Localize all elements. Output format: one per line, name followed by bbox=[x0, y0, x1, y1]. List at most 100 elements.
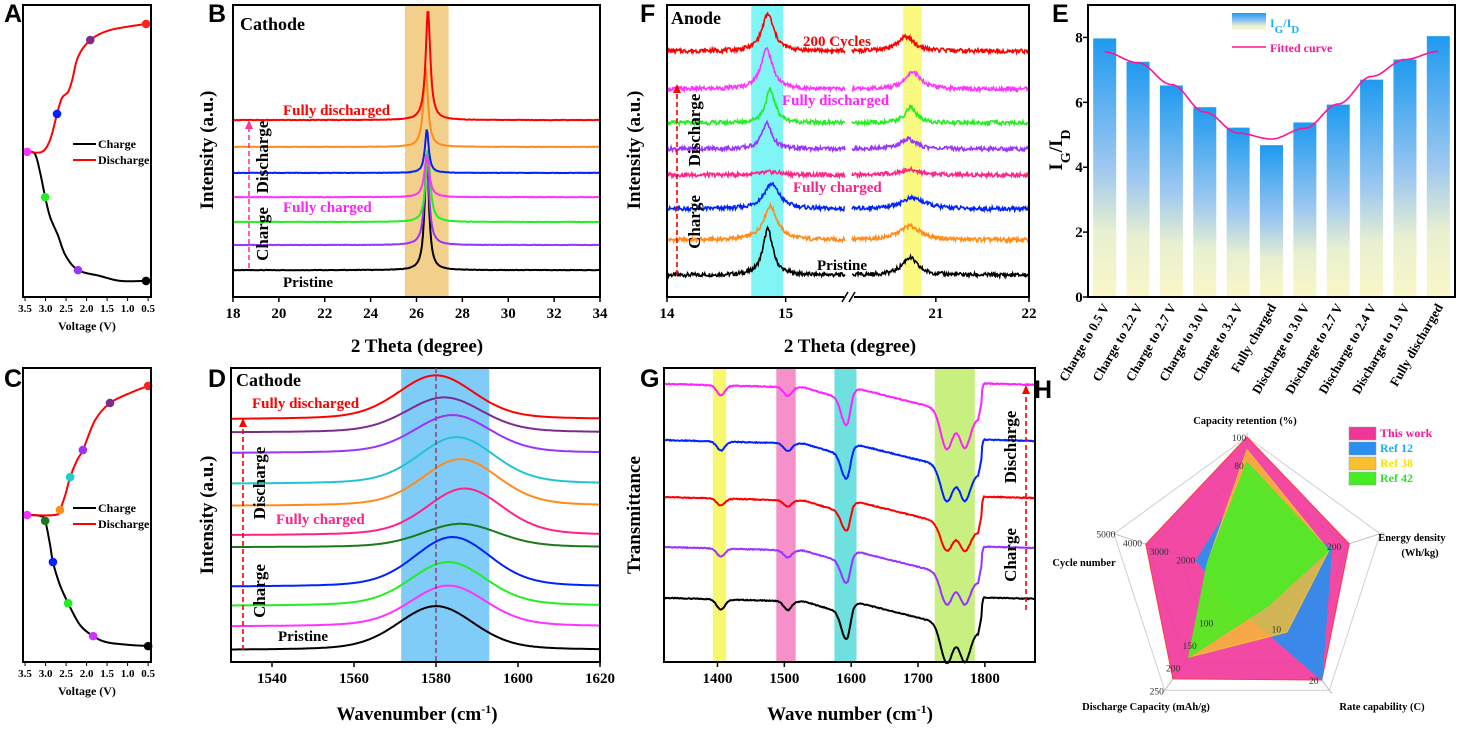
x-tick-label: 0.5 bbox=[141, 303, 155, 315]
y-axis-label-part: D bbox=[1059, 129, 1074, 139]
state-marker bbox=[55, 505, 65, 515]
x-axis-label-part: Wave number (cm bbox=[767, 704, 917, 725]
plot-frame bbox=[230, 367, 601, 663]
spectrum-curve bbox=[231, 605, 600, 651]
y-axis-label: IG/ID bbox=[1046, 129, 1074, 170]
spectrum-curve bbox=[851, 136, 1030, 153]
highlight-band bbox=[834, 368, 857, 662]
curve-annotation: Fully charged bbox=[276, 512, 365, 528]
radar-tick-label: 2000 bbox=[1176, 557, 1195, 567]
bar bbox=[1193, 107, 1217, 297]
x-axis-label-part: Wavenumber (cm bbox=[336, 704, 481, 725]
legend-label-bar: IG/ID bbox=[1270, 16, 1299, 36]
state-marker bbox=[105, 398, 115, 408]
legend-label: Charge bbox=[98, 501, 137, 515]
spectrum-curve bbox=[233, 153, 601, 199]
curve-annotation: Fully charged bbox=[793, 180, 882, 196]
radar-tick-label: 100 bbox=[1199, 619, 1214, 629]
direction-arrow-head bbox=[673, 84, 681, 93]
spectrum-curve bbox=[231, 396, 600, 434]
direction-label-charge: Charge bbox=[685, 195, 704, 249]
curve-annotation: Pristine bbox=[817, 258, 867, 274]
x-axis-label-part: ) bbox=[491, 704, 497, 725]
legend-label-part: /I bbox=[1282, 16, 1291, 30]
legend-label: Ref 42 bbox=[1380, 471, 1413, 485]
x-tick-label: 2.0 bbox=[80, 668, 94, 680]
panel-label-h: H bbox=[1034, 376, 1052, 404]
panel-label-f: F bbox=[640, 0, 655, 28]
radar-tick-label: 100 bbox=[1232, 434, 1247, 444]
spectrum-curve bbox=[851, 33, 1030, 56]
spectrum-curve bbox=[232, 154, 601, 272]
legend-label-part: D bbox=[1291, 24, 1299, 36]
legend-label: Discharge bbox=[98, 153, 150, 167]
radar-tick-label: 5000 bbox=[1096, 531, 1115, 541]
radar-axis-label: Cycle number bbox=[1052, 558, 1116, 569]
x-tick-label: 18 bbox=[226, 306, 241, 322]
x-tick-label: 1400 bbox=[702, 671, 732, 687]
radar-grid-ring bbox=[1113, 436, 1381, 691]
curve-annotation: Pristine bbox=[283, 275, 333, 291]
x-axis-label-part: -1 bbox=[917, 702, 927, 716]
x-tick-label: 22 bbox=[317, 306, 332, 322]
curve-charge bbox=[27, 514, 149, 648]
x-tick-label: 1.5 bbox=[100, 668, 114, 680]
bar bbox=[1226, 127, 1250, 297]
spectrum-curve bbox=[663, 596, 1036, 665]
direction-label-discharge: Discharge bbox=[253, 120, 272, 193]
y-tick-label: 0 bbox=[1075, 290, 1083, 306]
radar-axis-label: Energy density bbox=[1378, 533, 1446, 544]
x-tick-label: 1.0 bbox=[121, 668, 135, 680]
spectrum-curve bbox=[232, 129, 601, 175]
spectrum-curve bbox=[663, 437, 1036, 503]
x-tick-label: 30 bbox=[501, 306, 516, 322]
spectrum-curve bbox=[666, 168, 846, 180]
x-axis-label-part: ) bbox=[927, 704, 933, 725]
x-axis-label: Voltage (V) bbox=[58, 684, 116, 698]
spectrum-curve bbox=[666, 87, 846, 128]
legend-label: This work bbox=[1380, 426, 1433, 440]
legend-label-line: Fitted curve bbox=[1270, 41, 1333, 55]
x-tick-label: 1500 bbox=[769, 671, 799, 687]
x-tick-label: 0.5 bbox=[141, 668, 155, 680]
spectrum-curve bbox=[663, 545, 1035, 606]
radar-axis-label: Rate capability (C) bbox=[1339, 702, 1425, 713]
axis-break-mark bbox=[848, 291, 856, 303]
radar-axis-label: (Wh/kg) bbox=[1401, 548, 1439, 559]
panel-title: Anode bbox=[671, 8, 721, 28]
spectrum-curve bbox=[851, 70, 1030, 94]
spectrum-curve bbox=[851, 222, 1030, 245]
x-tick-label: 15 bbox=[778, 306, 793, 322]
x-tick-label: 1560 bbox=[339, 671, 369, 687]
spectrum-curve bbox=[231, 522, 600, 548]
spectrum-curve bbox=[231, 436, 600, 485]
y-axis-label: Intensity (a.u.) bbox=[624, 91, 645, 210]
legend-swatch bbox=[1348, 471, 1377, 486]
legend-label: Discharge bbox=[98, 517, 150, 531]
x-axis-label: Wavenumber (cm-1) bbox=[336, 702, 497, 725]
curve-annotation: Pristine bbox=[278, 629, 328, 645]
radar-axis-label: Capacity retention (%) bbox=[1193, 416, 1297, 427]
direction-label-discharge: Discharge bbox=[250, 446, 269, 519]
spectrum-curve bbox=[232, 158, 601, 247]
bar bbox=[1293, 122, 1317, 298]
spectrum-curve bbox=[231, 413, 600, 454]
x-axis-label: 2 Theta (degree) bbox=[784, 336, 916, 357]
spectrum-curve bbox=[231, 487, 601, 536]
y-tick-label: 6 bbox=[1075, 95, 1083, 111]
x-axis-label: Wave number (cm-1) bbox=[767, 702, 933, 725]
x-tick-label: 22 bbox=[1022, 306, 1037, 322]
spectrum-curve bbox=[232, 67, 601, 149]
radar-tick-label: 250 bbox=[1150, 687, 1165, 697]
x-tick-label: 28 bbox=[455, 306, 470, 322]
x-tick-label: 32 bbox=[547, 306, 562, 322]
x-tick-label: 3.0 bbox=[39, 668, 53, 680]
state-marker bbox=[40, 192, 50, 202]
x-tick-label: 3.5 bbox=[18, 668, 32, 680]
radar-tick-label: 150 bbox=[1183, 642, 1198, 652]
x-tick-label: 14 bbox=[660, 306, 676, 322]
state-marker bbox=[48, 557, 58, 567]
spectrum-curve bbox=[666, 119, 846, 154]
radar-tick-label: 200 bbox=[1327, 543, 1342, 553]
